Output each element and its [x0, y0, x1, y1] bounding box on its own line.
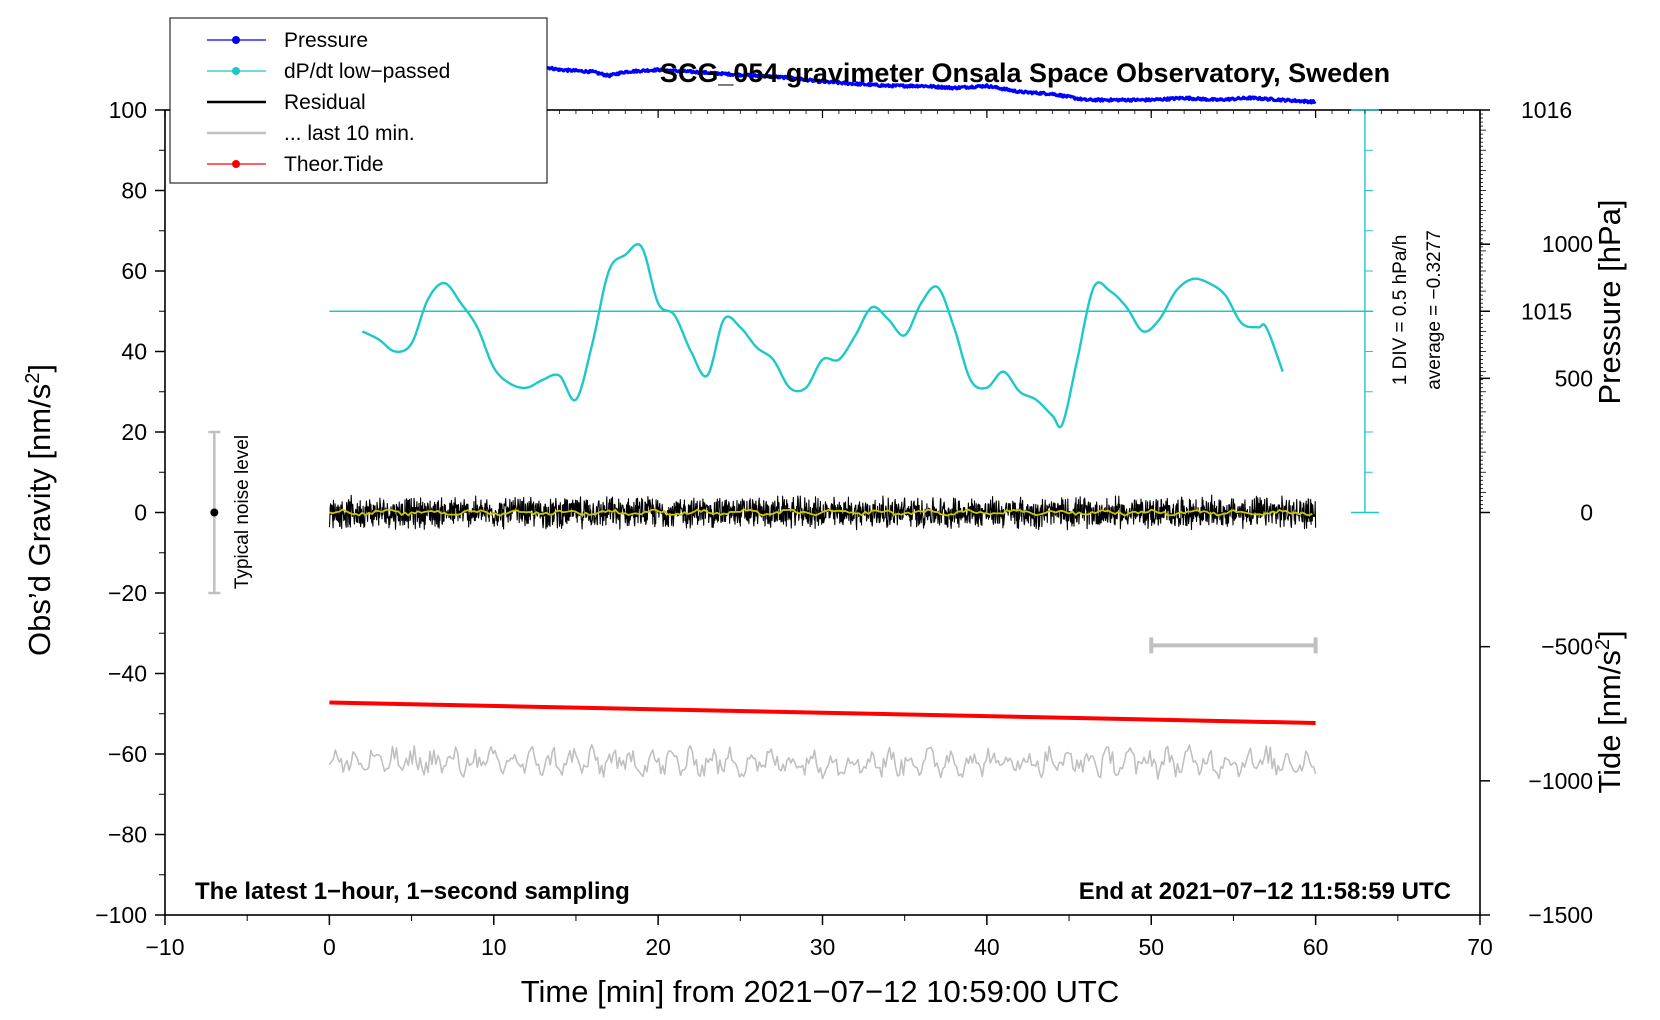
x-tick-label: 20	[645, 934, 671, 960]
y-axis-label-sup: 2	[22, 373, 44, 384]
x-tick-label: 0	[323, 934, 336, 960]
x-tick-label: 50	[1138, 934, 1164, 960]
tide-axis-label: Tide [nm/s2]	[1592, 630, 1627, 793]
tide-axis-label-tail: ]	[1592, 630, 1627, 639]
x-tick-label: 40	[974, 934, 1000, 960]
noise-bar-dot	[210, 508, 219, 517]
legend-label: Pressure	[284, 29, 368, 52]
end-time-note: End at 2021−07−12 11:58:59 UTC	[1079, 878, 1451, 905]
legend-box	[169, 17, 548, 184]
legend-label: ... last 10 min.	[284, 122, 415, 145]
pressure-tick-label: 1015	[1521, 298, 1572, 324]
legend: Pressure dP/dt low−passed Residual ... last…	[169, 17, 548, 184]
tide-tick-label: 500	[1555, 365, 1593, 391]
noise-level-label: Typical noise level	[232, 435, 253, 589]
tide-tick-label: −1000	[1528, 768, 1593, 794]
last10-line	[328, 743, 1317, 780]
y-tick-label: −100	[95, 902, 147, 928]
x-axis-label: Time [min] from 2021−07−12 10:59:00 UTC	[521, 974, 1120, 1009]
y-tick-label: 0	[134, 500, 147, 526]
chart-title: SCG_054 gravimeter Onsala Space Observat…	[660, 58, 1390, 88]
sampling-note: The latest 1−hour, 1−second sampling	[195, 878, 630, 905]
dpdt-line	[361, 242, 1284, 429]
y-tick-label: 80	[121, 178, 147, 204]
legend-marker	[232, 67, 240, 75]
tide-axis-label-sup: 2	[1592, 639, 1614, 650]
dpdt-average-label: average = −0.3277	[1424, 230, 1445, 390]
y-axis-label-tail: ]	[22, 364, 57, 373]
y-tick-label: −80	[108, 822, 147, 848]
y-tick-label: 40	[121, 339, 147, 365]
y-tick-label: −60	[108, 741, 147, 767]
tide-tick-label: 0	[1580, 500, 1593, 526]
legend-marker	[232, 36, 240, 44]
tide-line	[329, 700, 1316, 725]
y-tick-label: −40	[108, 661, 147, 687]
legend-label: Residual	[284, 91, 366, 114]
residual-smoothed-line	[329, 508, 1313, 517]
legend-label: Theor.Tide	[284, 153, 384, 176]
y-axis-label: Obs’d Gravity [nm/s2]	[22, 364, 57, 656]
y-tick-label: 60	[121, 258, 147, 284]
tide-tick-label: −500	[1541, 634, 1593, 660]
tide-axis-label-main: Tide [nm/s	[1592, 650, 1627, 794]
y-tick-label: 20	[121, 419, 147, 445]
x-tick-label: −10	[145, 934, 184, 960]
pressure-tick-label: 1016	[1521, 97, 1572, 123]
x-tick-label: 70	[1467, 934, 1493, 960]
tide-tick-label: 1000	[1542, 231, 1593, 257]
pressure-axis-label: Pressure [hPa]	[1592, 199, 1627, 404]
dpdt-scale-label: 1 DIV = 0.5 hPa/h	[1390, 235, 1411, 386]
x-tick-label: 10	[481, 934, 507, 960]
x-tick-label: 30	[810, 934, 836, 960]
y-tick-label: −20	[108, 580, 147, 606]
x-tick-label: 60	[1303, 934, 1329, 960]
y-tick-label: 100	[109, 97, 147, 123]
y-axis-label-main: Obs’d Gravity [nm/s	[22, 384, 57, 656]
legend-label: dP/dt low−passed	[284, 60, 450, 83]
tide-tick-label: −1500	[1528, 902, 1593, 928]
legend-marker	[232, 160, 240, 168]
